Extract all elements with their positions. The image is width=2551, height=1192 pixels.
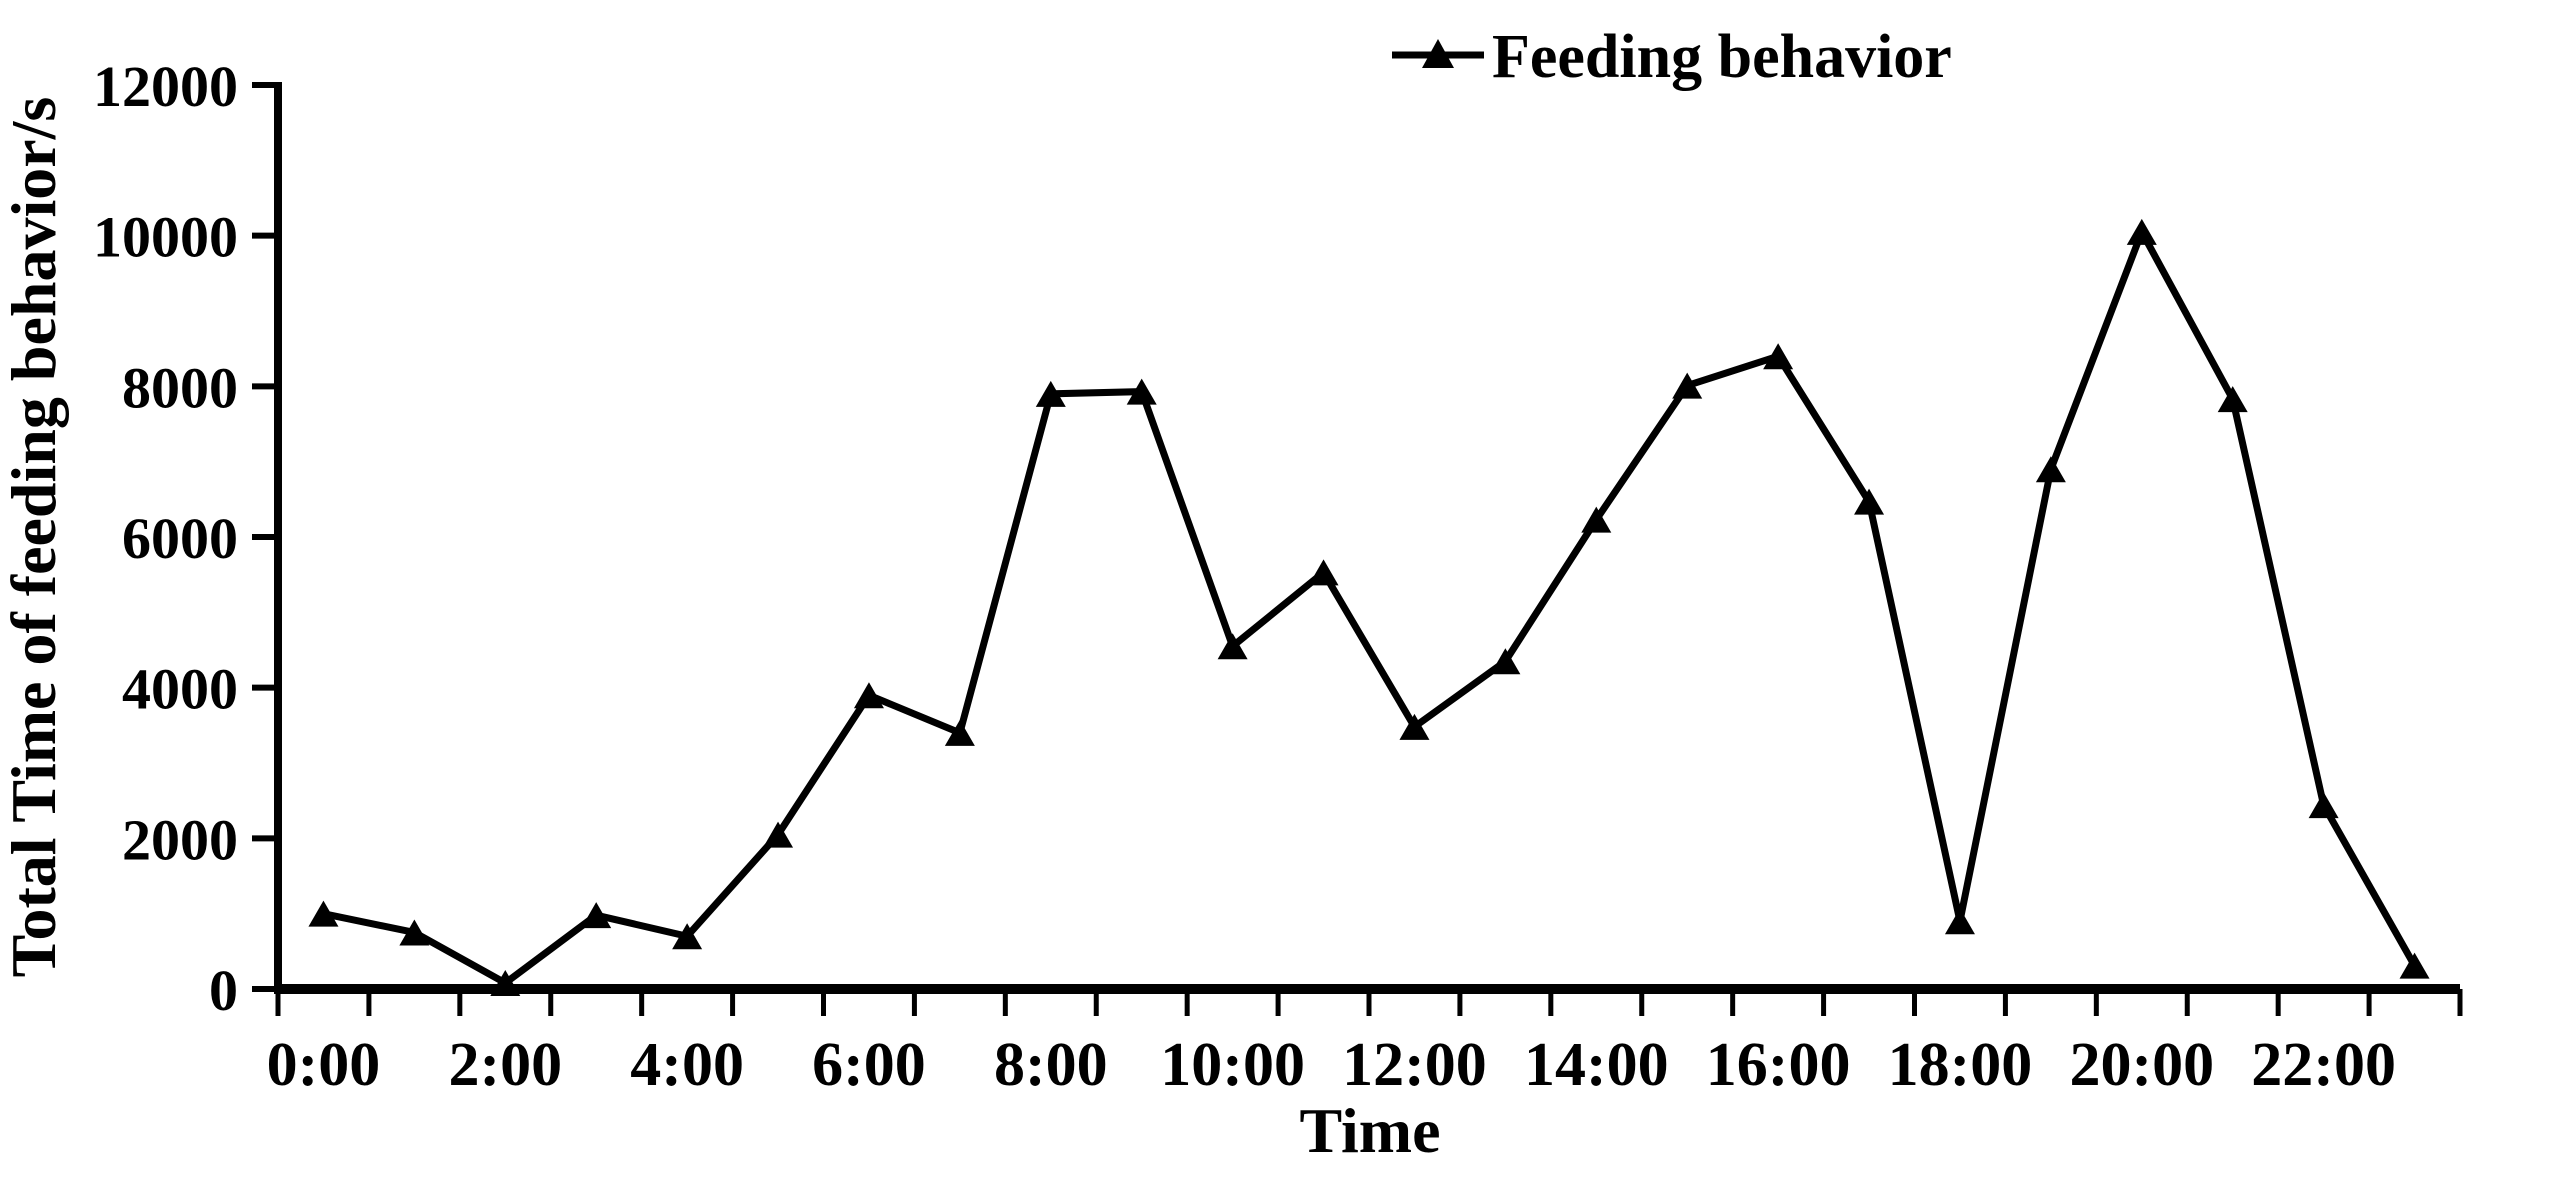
data-point-marker [490, 969, 521, 996]
data-point-marker [1217, 633, 1248, 660]
legend-triangle-marker-icon [1422, 39, 1454, 68]
x-tick-label: 2:00 [448, 1031, 562, 1099]
x-tick-label: 16:00 [1706, 1031, 1851, 1099]
data-point-marker [1126, 378, 1157, 405]
data-point-marker [944, 719, 975, 746]
x-tick-label: 0:00 [267, 1031, 381, 1099]
data-point-marker [1581, 506, 1612, 533]
x-tick-label: 20:00 [2069, 1031, 2214, 1099]
data-point-marker [2217, 386, 2248, 413]
data-point-marker [763, 821, 794, 848]
y-axis-title: Total Time of feeding behavior/s [0, 97, 69, 978]
legend-label: Feeding behavior [1492, 23, 1952, 91]
data-point-marker [581, 902, 612, 929]
data-point-marker [308, 900, 339, 927]
data-point-marker [2126, 218, 2157, 245]
x-tick-label: 6:00 [812, 1031, 926, 1099]
x-axis-title: Time [1299, 1095, 1440, 1166]
legend: Feeding behavior [1392, 23, 1952, 91]
y-tick-label: 4000 [122, 657, 238, 722]
series-line-feeding-behavior [322, 223, 2418, 988]
x-tick-label: 18:00 [1888, 1031, 2033, 1099]
data-point-marker [2035, 456, 2066, 483]
data-point-marker [1854, 488, 1885, 515]
data-point-marker [853, 682, 884, 709]
y-tick-label: 10000 [93, 205, 238, 270]
data-point-marker [2308, 792, 2339, 819]
data-point-marker [1399, 713, 1430, 740]
x-tick-label: 14:00 [1524, 1031, 1669, 1099]
data-point-marker [1763, 343, 1794, 370]
x-tick-label: 8:00 [994, 1031, 1108, 1099]
x-tick-label: 12:00 [1342, 1031, 1487, 1099]
x-tick-label: 4:00 [630, 1031, 744, 1099]
y-tick-label: 12000 [93, 54, 238, 119]
y-tick-label: 0 [209, 958, 238, 1023]
x-tick-label: 10:00 [1160, 1031, 1305, 1099]
x-tick-label: 22:00 [2251, 1031, 2396, 1099]
plot-area: 0 2000 4000 6000 8000 10000 12000 0:00 2:00 4:00 6… [93, 54, 2463, 1099]
data-point-marker [1035, 380, 1066, 407]
y-tick-label: 2000 [122, 807, 238, 872]
data-point-marker [1490, 648, 1521, 675]
data-point-marker [399, 919, 430, 946]
data-point-marker [1944, 908, 1975, 935]
data-point-marker [672, 923, 703, 950]
y-tick-label: 8000 [122, 355, 238, 420]
data-point-marker [1308, 559, 1339, 586]
data-point-marker [2399, 952, 2430, 979]
y-tick-label: 6000 [122, 506, 238, 571]
data-point-marker [1672, 372, 1703, 399]
